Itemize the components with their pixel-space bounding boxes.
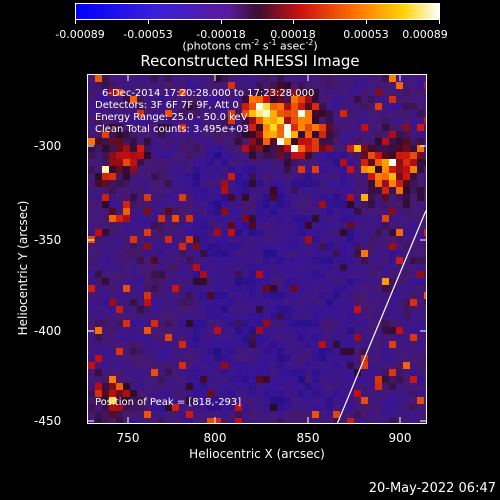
chart-title: Reconstructed RHESSI Image xyxy=(140,52,360,70)
solar-limb-line xyxy=(336,210,426,423)
detectors-label: Detectors: 3F 6F 7F 9F, Att 0 xyxy=(95,100,239,111)
colorbar-tick-label: -0.00089 xyxy=(55,28,105,41)
y-tick-label: -450 xyxy=(34,414,62,428)
colorbar-units: (photons cm-2 s-1 asec-2) xyxy=(182,38,318,53)
x-tick-label: 750 xyxy=(116,431,140,445)
colorbar-tickmark xyxy=(221,20,222,24)
colorbar-tick-label: -0.00053 xyxy=(123,28,173,41)
y-tick-label: -350 xyxy=(34,233,62,247)
energy-range-label: Energy Range: 25.0 - 50.0 keV xyxy=(95,112,248,123)
x-tick-label: 800 xyxy=(203,431,227,445)
x-axis-label: Heliocentric X (arcsec) xyxy=(189,447,325,461)
colorbar-tick-label: 0.00089 xyxy=(402,28,448,41)
total-counts-label: Clean Total counts: 3.495e+03 xyxy=(95,124,249,135)
colorbar-tick-label: 0.00018 xyxy=(270,28,316,41)
colorbar-tickmark xyxy=(439,20,440,24)
colorbar-tick-label: -0.00018 xyxy=(196,28,246,41)
heatmap-image xyxy=(88,75,426,423)
x-tick-label: 900 xyxy=(388,431,412,445)
generation-date: 20-May-2022 06:47 xyxy=(368,481,496,496)
y-axis-label: Heliocentric Y (arcsec) xyxy=(16,200,30,336)
colorbar-tickmark xyxy=(148,20,149,24)
y-tick-label: -400 xyxy=(34,324,62,338)
colorbar-tickmark xyxy=(366,20,367,24)
heatmap-plot: 6-Dec-2014 17:20:28.000 to 17:23:28.000 … xyxy=(87,74,427,424)
colorbar xyxy=(75,3,440,20)
time-range-label: 6-Dec-2014 17:20:28.000 to 17:23:28.000 xyxy=(102,88,315,99)
x-tick-label: 850 xyxy=(296,431,320,445)
colorbar-axis: -0.00089 -0.00053 -0.00018 0.00018 0.000… xyxy=(55,3,448,43)
colorbar-tickmark xyxy=(75,20,76,24)
peak-position-label: Position of Peak = [818,-293] xyxy=(95,397,242,408)
colorbar-tick-label: 0.00053 xyxy=(343,28,389,41)
colorbar-tickmark xyxy=(293,20,294,24)
y-tick-label: -300 xyxy=(34,139,62,153)
